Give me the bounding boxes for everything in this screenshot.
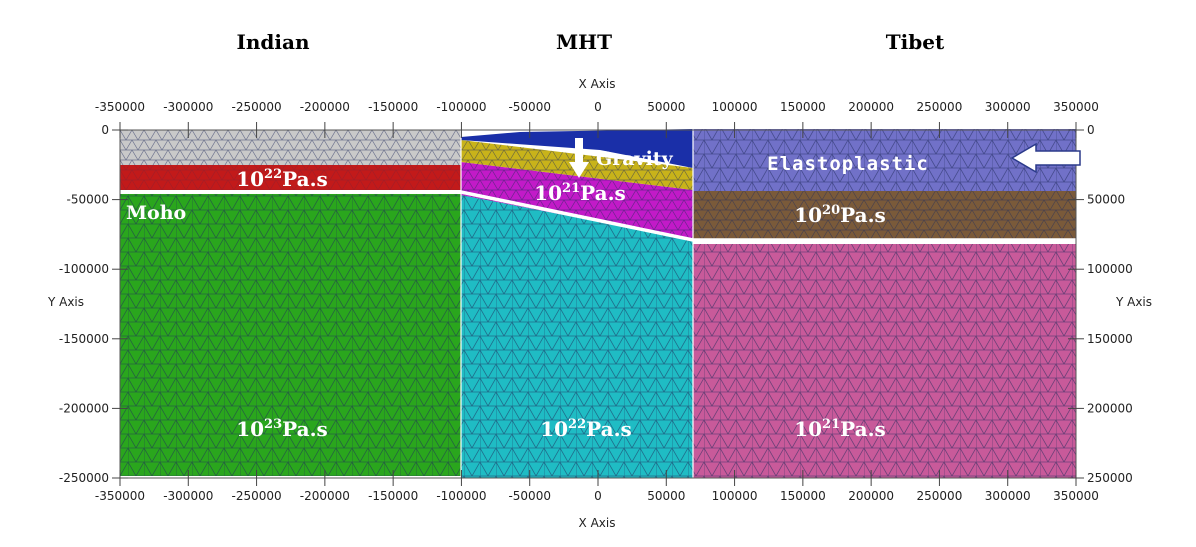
y-ticks-right: 0 50000 100000 150000 200000 250000 [1068,123,1133,485]
x-tick-label-top: 200000 [848,100,894,114]
x-tick-label-top: 150000 [780,100,826,114]
y-ticks-left: 0 -50000 -100000 -150000 -200000 -250000 [59,123,128,485]
y-tick-label-left: -50000 [66,193,109,207]
x-ticks-top: -350000 -300000 -250000 -200000 -150000 -1000… [95,100,1099,138]
tibet-mantle-viscosity: 1021Pa.s [794,417,886,441]
x-tick-label-bottom: -250000 [232,489,282,503]
indian-block [120,130,461,476]
x-tick-label-top: 300000 [985,100,1031,114]
indian-crust-viscosity: 1022Pa.s [236,167,328,191]
x-tick-label-top: -200000 [300,100,350,114]
x-tick-label-bottom: -50000 [508,489,551,503]
x-tick-label-bottom: 150000 [780,489,826,503]
tibet-upper-crust-mesh [693,129,1076,191]
gravity-arrow-icon [569,138,589,178]
convergence-arrow-icon [1010,142,1081,174]
y-tick-label-right: 250000 [1087,471,1133,485]
mht-top-wedge [461,129,693,168]
x-axis-title-top: X Axis [579,77,616,91]
x-tick-label-top: 50000 [647,100,685,114]
indian-upper-crust-mesh [120,130,461,165]
indian-mantle-viscosity: 1023Pa.s [236,417,328,441]
gravity-label: Gravity [596,148,674,170]
mht-crust-mesh [461,162,693,240]
x-tick-label-bottom: 300000 [985,489,1031,503]
elastoplastic-label: Elastoplastic [767,153,929,175]
y-axis-title-right: Y Axis [1115,295,1152,309]
x-tick-label-bottom: -150000 [368,489,418,503]
x-tick-label-bottom: 200000 [848,489,894,503]
tibet-lower-crust-viscosity: 1020Pa.s [794,203,886,227]
y-tick-label-left: -100000 [59,262,109,276]
y-tick-label-right: 50000 [1087,193,1125,207]
x-tick-label-top: -150000 [368,100,418,114]
x-tick-label-top: -250000 [232,100,282,114]
header-tibet: Tibet [886,30,945,54]
x-tick-label-bottom: -100000 [436,489,486,503]
y-tick-label-left: -200000 [59,401,109,415]
x-tick-label-top: -50000 [508,100,551,114]
tibet-block [693,129,1076,478]
x-tick-label-top: -350000 [95,100,145,114]
mht-mantle-viscosity: 1022Pa.s [540,417,632,441]
x-tick-label-bottom: 100000 [712,489,758,503]
y-tick-label-right: 100000 [1087,262,1133,276]
y-tick-label-right: 0 [1087,123,1095,137]
x-tick-label-bottom: 0 [594,489,602,503]
y-tick-label-left: 0 [101,123,109,137]
y-tick-label-right: 150000 [1087,332,1133,346]
tibet-lower-crust-mesh [693,191,1076,239]
x-tick-label-bottom: 50000 [647,489,685,503]
indian-lower-crust-mesh [120,165,461,190]
x-tick-label-bottom: 350000 [1053,489,1099,503]
x-tick-label-top: -300000 [163,100,213,114]
x-tick-label-top: 250000 [917,100,963,114]
header-mht: MHT [556,30,612,54]
x-tick-label-top: 100000 [712,100,758,114]
indian-mantle-mesh [120,194,461,476]
x-tick-label-top: -100000 [436,100,486,114]
tibet-mantle-mesh [693,244,1076,478]
x-tick-label-bottom: -350000 [95,489,145,503]
y-axis-title-left: Y Axis [47,295,84,309]
header-indian: Indian [237,30,310,54]
moho-boundary-line [120,190,1076,242]
moho-label: Moho [126,202,186,224]
x-tick-label-bottom: -200000 [300,489,350,503]
mht-mantle-mesh [461,137,693,478]
x-tick-label-top: 0 [594,100,602,114]
x-axis-title-bottom: X Axis [579,516,616,530]
y-tick-label-left: -250000 [59,471,109,485]
mht-crust-viscosity: 1021Pa.s [534,181,626,205]
y-tick-label-right: 200000 [1087,401,1133,415]
y-tick-label-left: -150000 [59,332,109,346]
x-tick-label-bottom: 250000 [917,489,963,503]
x-ticks-bottom: -350000 -300000 -250000 -200000 -150000 -1000… [95,470,1099,503]
x-tick-label-bottom: -300000 [163,489,213,503]
x-tick-label-top: 350000 [1053,100,1099,114]
